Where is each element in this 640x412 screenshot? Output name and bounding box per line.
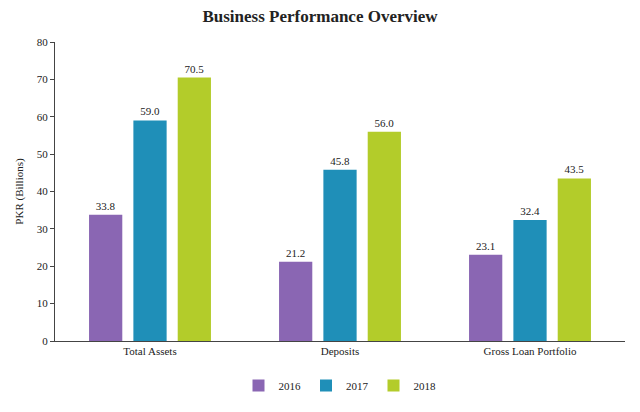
svg-text:45.8: 45.8	[330, 155, 350, 167]
svg-text:Business Performance Overview: Business Performance Overview	[202, 7, 438, 26]
svg-text:80: 80	[37, 36, 49, 48]
svg-text:32.4: 32.4	[520, 205, 540, 217]
svg-text:0: 0	[42, 335, 48, 347]
svg-text:70.5: 70.5	[184, 63, 204, 75]
svg-text:Total Assets: Total Assets	[123, 345, 176, 357]
svg-text:40: 40	[37, 185, 49, 197]
svg-text:59.0: 59.0	[140, 105, 160, 117]
svg-text:21.2: 21.2	[286, 247, 305, 259]
svg-text:2018: 2018	[414, 380, 437, 392]
svg-text:2016: 2016	[279, 380, 302, 392]
svg-text:Gross Loan Portfolio: Gross Loan Portfolio	[484, 345, 577, 357]
svg-text:PKR (Billions): PKR (Billions)	[13, 158, 26, 225]
svg-text:Deposits: Deposits	[321, 345, 360, 357]
svg-text:56.0: 56.0	[374, 117, 394, 129]
svg-text:50: 50	[37, 148, 49, 160]
svg-text:30: 30	[37, 223, 49, 235]
svg-text:70: 70	[37, 73, 49, 85]
svg-text:33.8: 33.8	[96, 200, 116, 212]
svg-text:10: 10	[37, 297, 49, 309]
svg-text:23.1: 23.1	[476, 240, 495, 252]
svg-text:43.5: 43.5	[564, 163, 584, 175]
svg-text:20: 20	[37, 260, 49, 272]
svg-text:60: 60	[37, 111, 49, 123]
svg-text:2017: 2017	[346, 380, 369, 392]
